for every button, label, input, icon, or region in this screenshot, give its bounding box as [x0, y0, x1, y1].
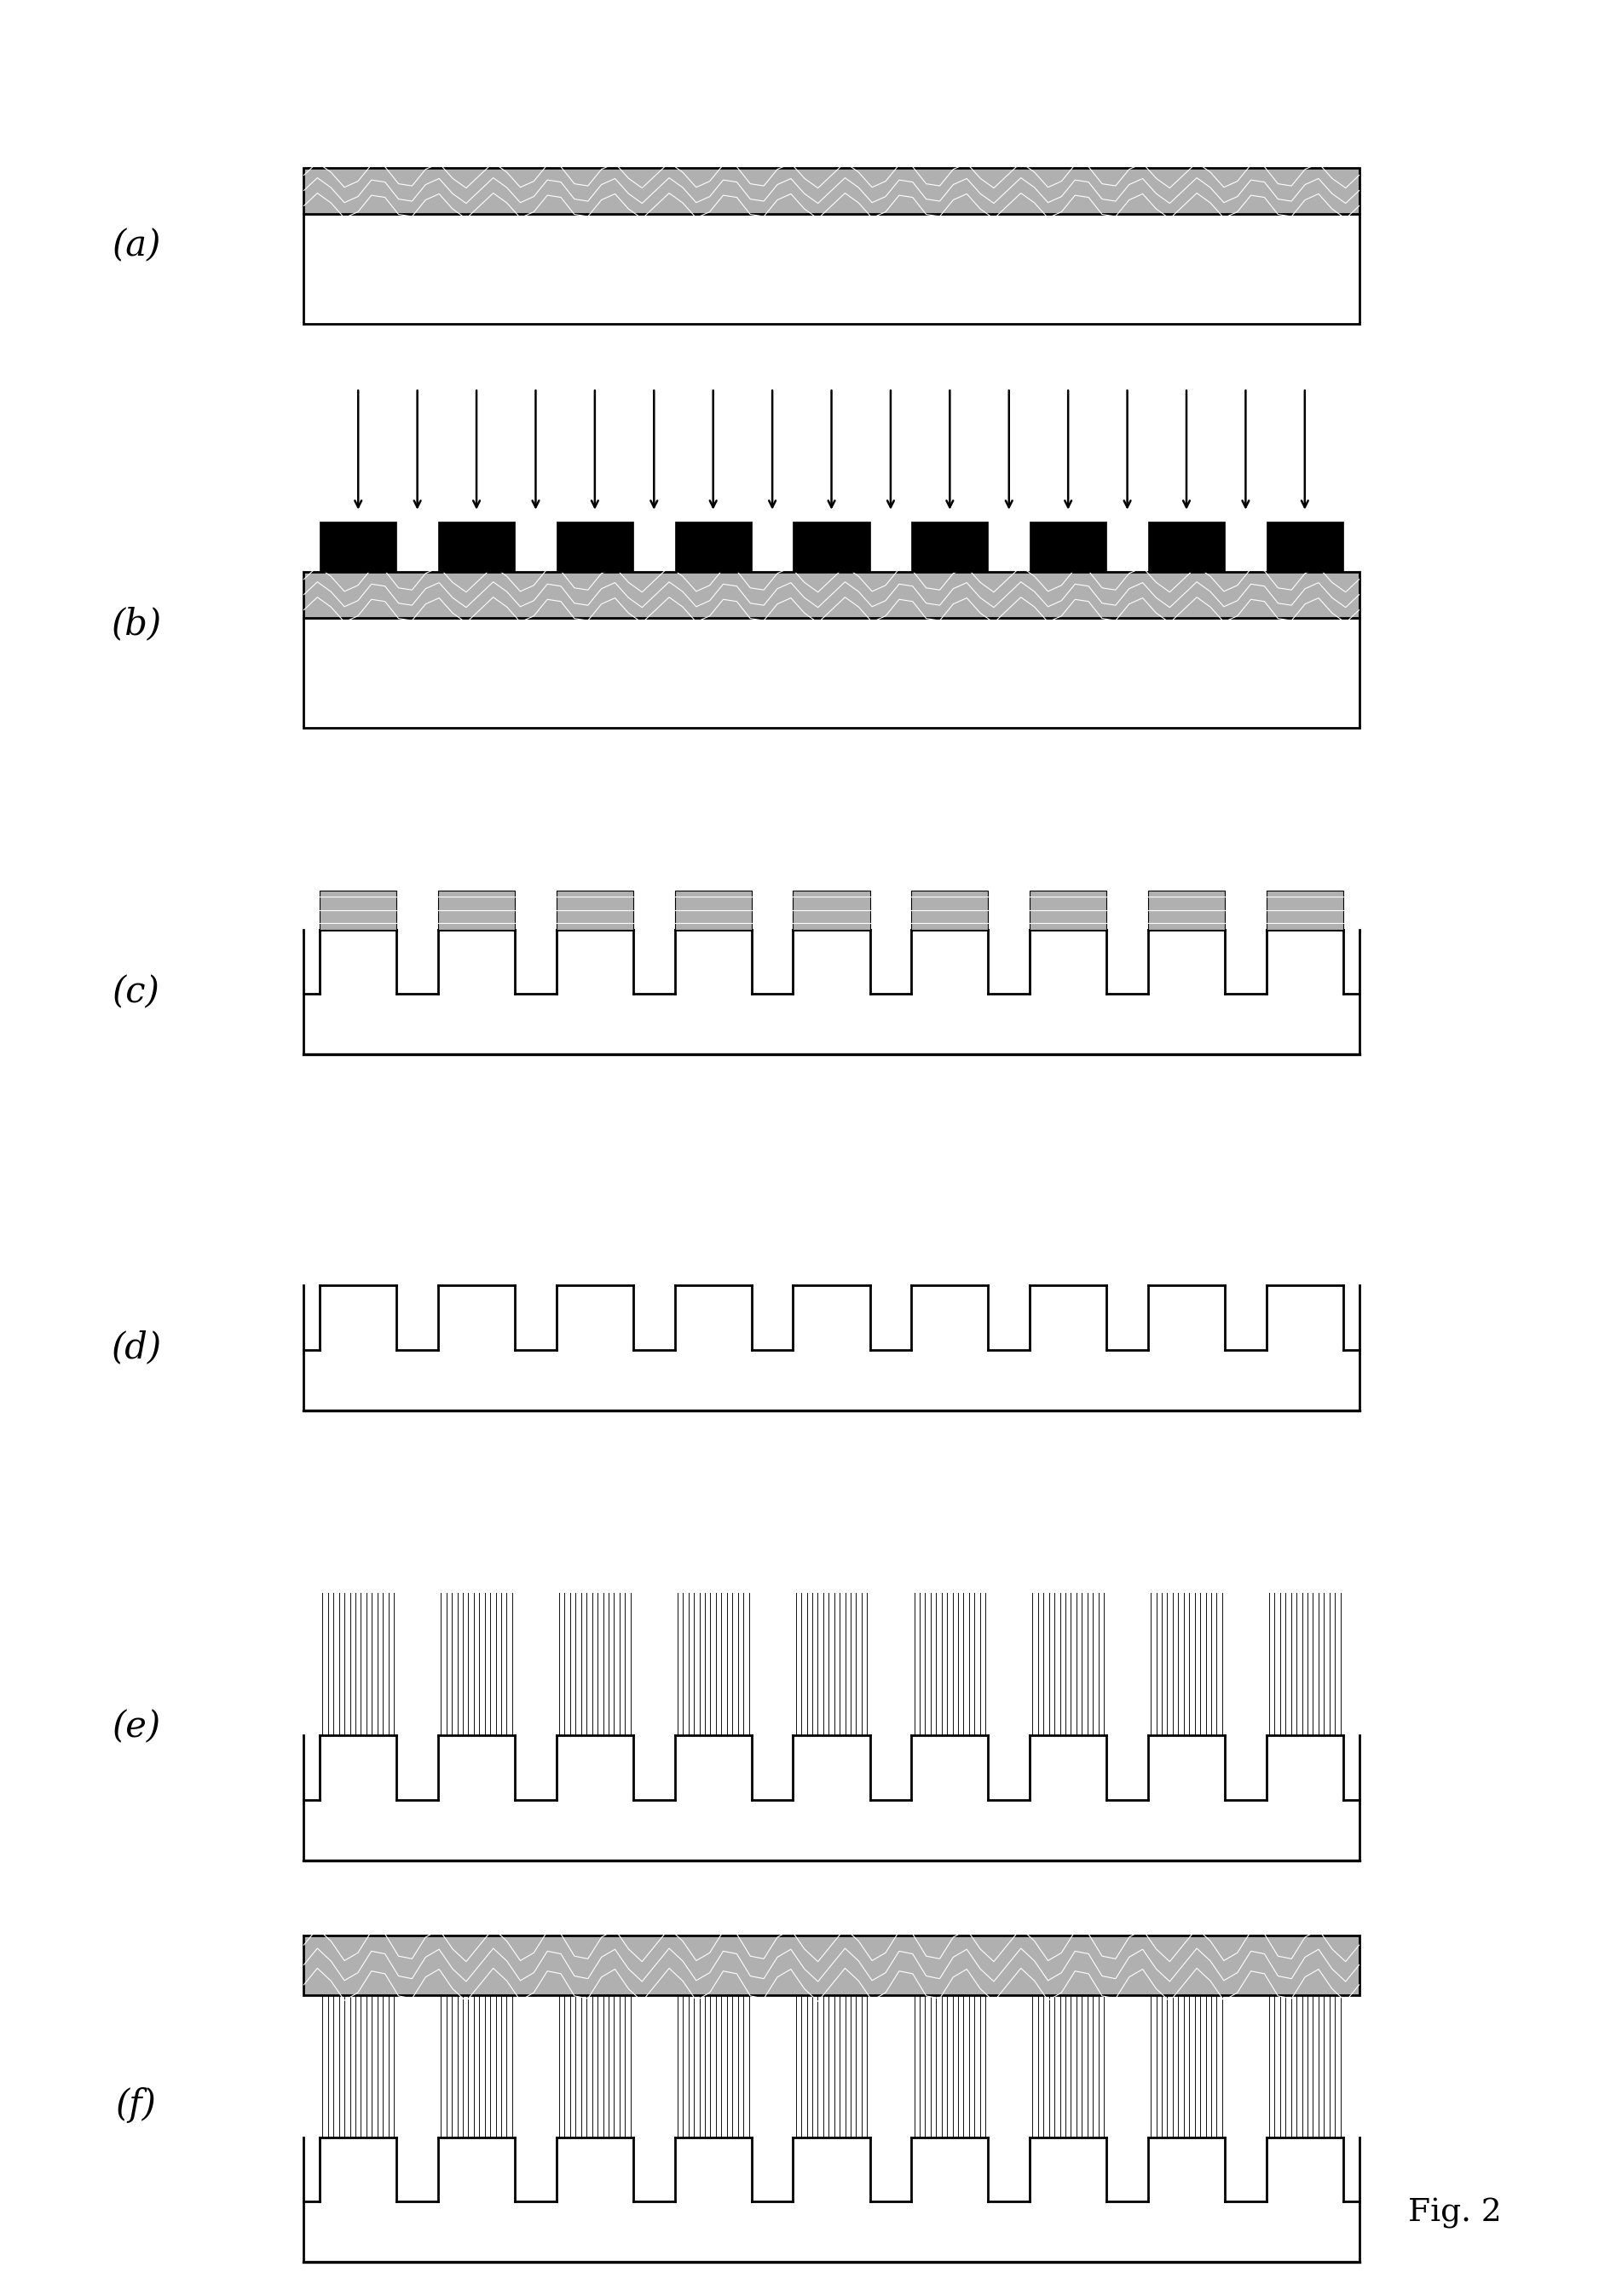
Bar	[320, 1736, 397, 1800]
Bar	[1030, 930, 1107, 994]
Bar	[438, 1736, 515, 1800]
Bar	[320, 521, 397, 572]
Bar	[556, 2138, 633, 2202]
Bar	[556, 521, 633, 572]
Bar	[556, 1736, 633, 1800]
Bar	[320, 2138, 397, 2202]
Bar	[1266, 521, 1343, 572]
Bar	[1030, 2138, 1107, 2202]
Bar	[1266, 930, 1343, 994]
Bar	[793, 2138, 870, 2202]
Text: (c): (c)	[112, 974, 160, 1010]
Bar	[304, 1800, 1359, 1860]
Bar	[438, 930, 515, 994]
Bar	[320, 1286, 397, 1350]
Bar	[793, 1286, 870, 1350]
Bar	[911, 2138, 988, 2202]
Bar	[1030, 521, 1107, 572]
Bar	[911, 521, 988, 572]
Bar	[793, 521, 870, 572]
Bar	[304, 618, 1359, 728]
Bar	[793, 1736, 870, 1800]
Bar	[911, 1286, 988, 1350]
Text: (f): (f)	[115, 2087, 157, 2124]
Bar	[1148, 891, 1225, 930]
Text: (e): (e)	[112, 1708, 160, 1745]
Bar	[438, 2138, 515, 2202]
Bar	[1148, 521, 1225, 572]
Bar	[438, 521, 515, 572]
Bar	[1148, 2138, 1225, 2202]
Bar	[911, 1736, 988, 1800]
Bar	[304, 1936, 1359, 1995]
Bar	[1030, 1736, 1107, 1800]
Bar	[1148, 1736, 1225, 1800]
Bar	[1148, 930, 1225, 994]
Bar	[675, 1286, 752, 1350]
Bar	[1030, 891, 1107, 930]
Bar	[1148, 1286, 1225, 1350]
Bar	[675, 521, 752, 572]
Bar	[1266, 2138, 1343, 2202]
Bar	[1266, 1286, 1343, 1350]
Bar	[304, 168, 1359, 214]
Bar	[556, 1286, 633, 1350]
Bar	[675, 891, 752, 930]
Bar	[304, 2202, 1359, 2262]
Bar	[1266, 891, 1343, 930]
Text: (a): (a)	[112, 227, 160, 264]
Bar	[320, 891, 397, 930]
Text: Fig. 2: Fig. 2	[1409, 2197, 1501, 2229]
Text: (d): (d)	[110, 1329, 161, 1366]
Bar	[911, 891, 988, 930]
Bar	[304, 994, 1359, 1054]
Bar	[1030, 1286, 1107, 1350]
Bar	[556, 930, 633, 994]
Bar	[320, 930, 397, 994]
Bar	[304, 1350, 1359, 1410]
Bar	[438, 891, 515, 930]
Bar	[304, 214, 1359, 324]
Bar	[556, 891, 633, 930]
Bar	[1266, 1736, 1343, 1800]
Bar	[911, 930, 988, 994]
Bar	[675, 1736, 752, 1800]
Bar	[675, 930, 752, 994]
Bar	[675, 2138, 752, 2202]
Bar	[438, 1286, 515, 1350]
Bar	[304, 572, 1359, 618]
Text: (b): (b)	[110, 606, 161, 643]
Bar	[793, 891, 870, 930]
Bar	[793, 930, 870, 994]
